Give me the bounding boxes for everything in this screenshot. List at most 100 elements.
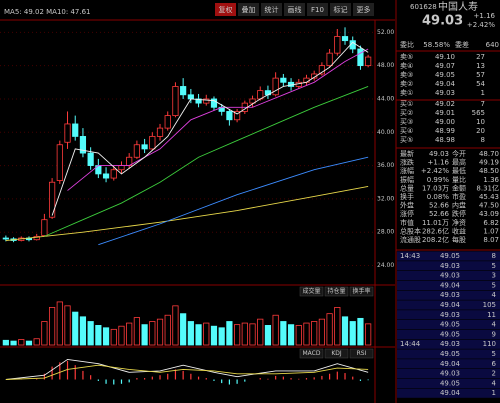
change: +1.16 (474, 12, 496, 20)
trade-row (397, 271, 500, 281)
tab-label[interactable]: F10 (311, 6, 324, 14)
trade-volume: 5 (492, 281, 496, 289)
panel-tab[interactable] (349, 348, 374, 359)
quote-cell: 48.50 (479, 167, 499, 175)
volume-bar (133, 317, 140, 346)
quote-cell: 内盘 (452, 201, 466, 210)
panel-tab-label[interactable]: 换手率 (352, 287, 370, 295)
candle-body (187, 94, 194, 100)
panel-tab[interactable] (349, 286, 374, 297)
quote-cell: 52.66 (429, 210, 450, 218)
volume-bar (18, 339, 25, 346)
tab-label[interactable]: 统计 (265, 5, 279, 14)
panel-tab-label[interactable]: 持仓量 (327, 287, 345, 295)
volume-bar (303, 322, 310, 346)
moving-average (5, 185, 369, 241)
volume-bar (195, 324, 202, 346)
moving-average (98, 156, 369, 246)
book-volume: 10 (476, 118, 485, 126)
stock-code: 601628 (410, 3, 437, 11)
trade-volume: 4 (492, 379, 497, 387)
quote-cell: 委比 (400, 40, 414, 49)
volume-bar (349, 321, 356, 346)
book-label: 买① (400, 100, 413, 108)
quote-cell: 49.03 (429, 150, 449, 158)
trade-volume: 4 (492, 291, 497, 299)
tab-label[interactable]: 更多 (357, 5, 371, 14)
tab[interactable] (215, 3, 236, 16)
candle-body (226, 111, 233, 121)
volume-bar (326, 313, 333, 346)
candle-body (56, 144, 63, 181)
trade-row (397, 378, 500, 388)
trade-price: 49.05 (440, 330, 460, 338)
candle-body (149, 136, 156, 150)
panel-tab[interactable] (324, 348, 349, 359)
candle-body (156, 127, 164, 137)
tab[interactable] (261, 3, 282, 16)
quote-cell: 市盈 (452, 192, 466, 201)
quote-cell: 外盘 (400, 201, 414, 210)
candle-body (133, 144, 140, 158)
tab[interactable] (330, 3, 351, 16)
book-label: 买③ (400, 118, 413, 126)
quote-cell: 收益 (452, 226, 466, 235)
panel-tab[interactable] (299, 286, 324, 297)
trade-price: 49.04 (440, 281, 461, 289)
tab[interactable] (238, 3, 259, 16)
tab-label[interactable]: 标记 (334, 5, 348, 14)
panel-tab[interactable] (299, 348, 324, 359)
panel-tab-label[interactable]: 成交量 (302, 287, 320, 295)
tab[interactable] (307, 3, 328, 16)
panel-tab-label[interactable]: RSI (357, 350, 367, 357)
quote-cell: 涨跌 (400, 158, 414, 167)
trade-price: 49.03 (440, 272, 460, 280)
panel-tab-label[interactable]: MACD (303, 350, 321, 357)
volume-bar (64, 305, 71, 346)
volume-bar (180, 313, 187, 346)
tab-label[interactable]: 画线 (288, 5, 302, 14)
trade-row (397, 310, 500, 320)
quote-cell: 11.01万 (422, 219, 449, 227)
y-tick-label: 40.00 (377, 129, 394, 136)
candle-body (341, 36, 349, 42)
volume-bar (295, 325, 302, 346)
y-tick-label: 28.00 (377, 229, 394, 236)
tab[interactable] (353, 3, 374, 16)
volume-bar (49, 306, 56, 346)
tab-label[interactable]: 复权 (219, 5, 233, 14)
volume-bar (311, 321, 318, 346)
tab-label[interactable]: 叠加 (242, 5, 256, 14)
volume-bar (102, 327, 110, 346)
panel-tab-label[interactable]: KDJ (331, 350, 342, 357)
trade-row (397, 349, 500, 359)
volume-bar (72, 311, 79, 346)
book-label: 卖④ (400, 62, 413, 70)
change-pct: +2.42% (467, 21, 495, 29)
volume-bar (203, 322, 210, 346)
trade-row (397, 369, 500, 379)
volume-bar (41, 321, 48, 346)
quote-cell: 净资 (452, 218, 466, 227)
book-volume: 7 (481, 100, 485, 108)
tab[interactable] (284, 3, 305, 16)
panel-tab[interactable] (324, 286, 349, 297)
stock-name: 中国人寿 (438, 0, 478, 13)
book-label: 卖③ (400, 71, 413, 79)
y-tick-label: 36.00 (377, 162, 394, 169)
quote-cell: 涨幅 (400, 166, 414, 175)
volume-bar (365, 323, 372, 346)
quote-cell: 跌停 (452, 209, 466, 218)
dif-line (5, 358, 369, 380)
candle-body (334, 36, 341, 54)
trade-price: 49.03 (440, 262, 460, 270)
volume-bar (234, 324, 241, 346)
book-label: 买② (400, 109, 413, 117)
moving-average (67, 48, 369, 191)
book-volume: 8 (481, 136, 485, 144)
trade-price: 49.05 (440, 379, 460, 387)
quote-cell: 今开 (452, 149, 466, 158)
volume-bar (33, 338, 40, 346)
volume-bar (79, 316, 87, 346)
